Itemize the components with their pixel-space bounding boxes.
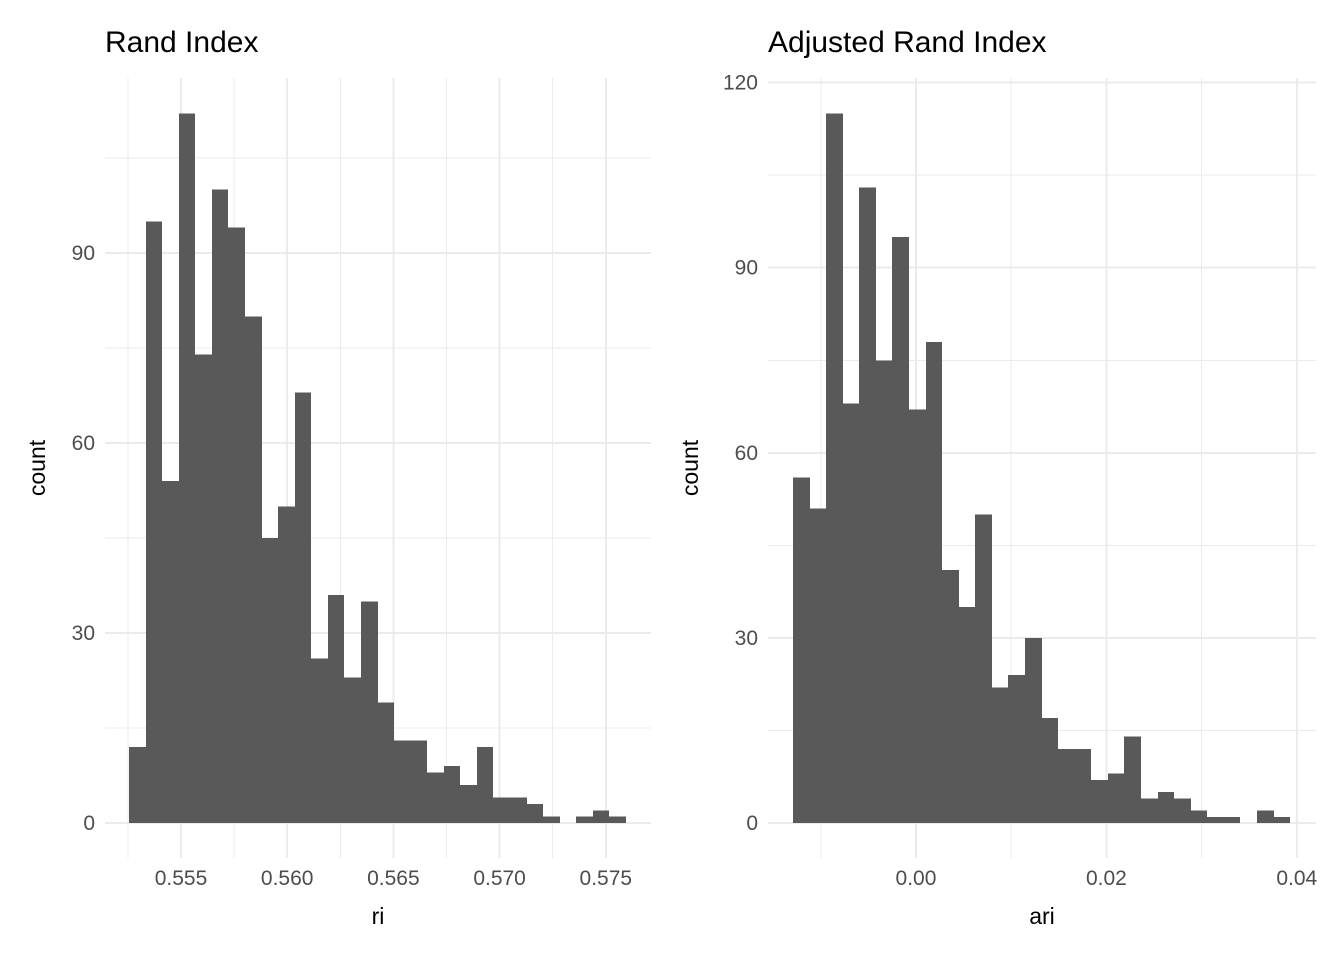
histogram-bar bbox=[1257, 810, 1274, 824]
histogram-bar bbox=[1174, 798, 1191, 824]
histogram-bars bbox=[793, 113, 1290, 824]
histogram-bar bbox=[1224, 816, 1240, 824]
y-axis-title: count bbox=[24, 439, 50, 496]
histogram-bar bbox=[859, 187, 876, 824]
y-tick-label: 60 bbox=[72, 432, 95, 455]
y-tick-label: 0 bbox=[746, 812, 758, 835]
histogram-bar bbox=[510, 797, 527, 823]
histogram-bar bbox=[1108, 773, 1124, 824]
y-tick-label: 90 bbox=[735, 257, 758, 280]
y-axis-title: count bbox=[677, 439, 703, 496]
histogram-bar bbox=[129, 746, 146, 823]
histogram-bar bbox=[493, 797, 510, 823]
histogram-bar bbox=[1158, 792, 1174, 824]
histogram-bar bbox=[162, 480, 179, 823]
histogram-bar bbox=[278, 506, 295, 823]
histogram-bar bbox=[1191, 810, 1207, 824]
histogram-bar bbox=[411, 740, 427, 823]
histogram-bars bbox=[129, 113, 626, 823]
histogram-bar bbox=[892, 236, 909, 824]
histogram-bar bbox=[1141, 798, 1158, 824]
y-tick-labels: 0 30 60 90 120 bbox=[723, 72, 758, 835]
histogram-bar bbox=[1124, 736, 1141, 824]
y-tick-label: 30 bbox=[72, 622, 95, 645]
histogram-bar bbox=[295, 392, 311, 823]
histogram-bar bbox=[992, 687, 1008, 824]
histogram-bar bbox=[826, 113, 843, 824]
histogram-bar bbox=[262, 537, 278, 823]
histogram-bar bbox=[1008, 674, 1025, 824]
x-tick-label: 0.570 bbox=[473, 867, 526, 890]
histogram-bar bbox=[942, 570, 959, 824]
histogram-bar bbox=[179, 113, 195, 823]
x-tick-label: 0.565 bbox=[367, 867, 420, 890]
x-tick-label: 0.560 bbox=[261, 867, 314, 890]
histogram-bar bbox=[926, 341, 942, 824]
chart-adjusted-rand-index: 0 30 60 90 120 0.00 0.02 0.04 Adjusted Rand In… bbox=[677, 26, 1318, 929]
histogram-bar bbox=[843, 403, 859, 824]
histogram-bar bbox=[1075, 748, 1091, 824]
histogram-bar bbox=[477, 746, 493, 823]
y-tick-label: 90 bbox=[72, 242, 95, 265]
histogram-bar bbox=[228, 227, 245, 823]
y-tick-label: 30 bbox=[735, 627, 758, 650]
histogram-bar bbox=[378, 702, 394, 823]
x-tick-labels: 0.555 0.560 0.565 0.570 0.575 bbox=[155, 867, 632, 890]
histogram-bar bbox=[1207, 816, 1224, 824]
histogram-bar bbox=[909, 409, 926, 824]
histogram-bar bbox=[444, 765, 460, 823]
histogram-bar bbox=[1058, 748, 1075, 824]
y-tick-labels: 0 30 60 90 bbox=[72, 242, 95, 835]
histogram-bar bbox=[195, 354, 212, 823]
y-tick-label: 0 bbox=[83, 812, 95, 835]
x-tick-label: 0.555 bbox=[155, 867, 208, 890]
x-axis-title: ri bbox=[372, 903, 385, 929]
chart-title: Rand Index bbox=[105, 26, 258, 59]
histogram-bar bbox=[328, 594, 344, 823]
histogram-bar bbox=[344, 677, 361, 823]
x-axis-title: ari bbox=[1029, 903, 1055, 929]
histogram-bar bbox=[1025, 637, 1042, 824]
histogram-bar bbox=[959, 607, 975, 824]
x-tick-label: 0.575 bbox=[580, 867, 633, 890]
x-tick-labels: 0.00 0.02 0.04 bbox=[896, 867, 1318, 890]
histogram-bar bbox=[1091, 779, 1108, 824]
histogram-bar bbox=[543, 816, 560, 823]
x-tick-label: 0.00 bbox=[896, 867, 937, 890]
chart-title: Adjusted Rand Index bbox=[768, 26, 1047, 59]
y-tick-label: 120 bbox=[723, 72, 758, 95]
histogram-bar bbox=[527, 803, 543, 823]
histogram-bar bbox=[593, 810, 609, 823]
histogram-bar bbox=[1274, 816, 1290, 824]
histogram-bar bbox=[975, 514, 992, 824]
histogram-bar bbox=[460, 784, 477, 823]
histogram-bar bbox=[609, 816, 626, 823]
histogram-bar bbox=[361, 601, 378, 823]
y-tick-label: 60 bbox=[735, 442, 758, 465]
histogram-bar bbox=[793, 477, 810, 824]
x-tick-label: 0.04 bbox=[1276, 867, 1317, 890]
histogram-bar bbox=[876, 360, 892, 824]
histogram-bar bbox=[311, 658, 328, 823]
histogram-bar bbox=[427, 772, 444, 823]
histogram-bar bbox=[146, 221, 162, 823]
histogram-bar bbox=[1042, 718, 1058, 824]
histogram-bar bbox=[212, 189, 228, 823]
histogram-bar bbox=[394, 740, 411, 823]
histogram-bar bbox=[576, 816, 593, 823]
histogram-bar bbox=[810, 508, 826, 824]
histogram-bar bbox=[245, 316, 262, 823]
chart-rand-index: 0 30 60 90 0.555 0.560 0.565 0.570 0.575 Rand I… bbox=[24, 26, 651, 929]
x-tick-label: 0.02 bbox=[1086, 867, 1127, 890]
